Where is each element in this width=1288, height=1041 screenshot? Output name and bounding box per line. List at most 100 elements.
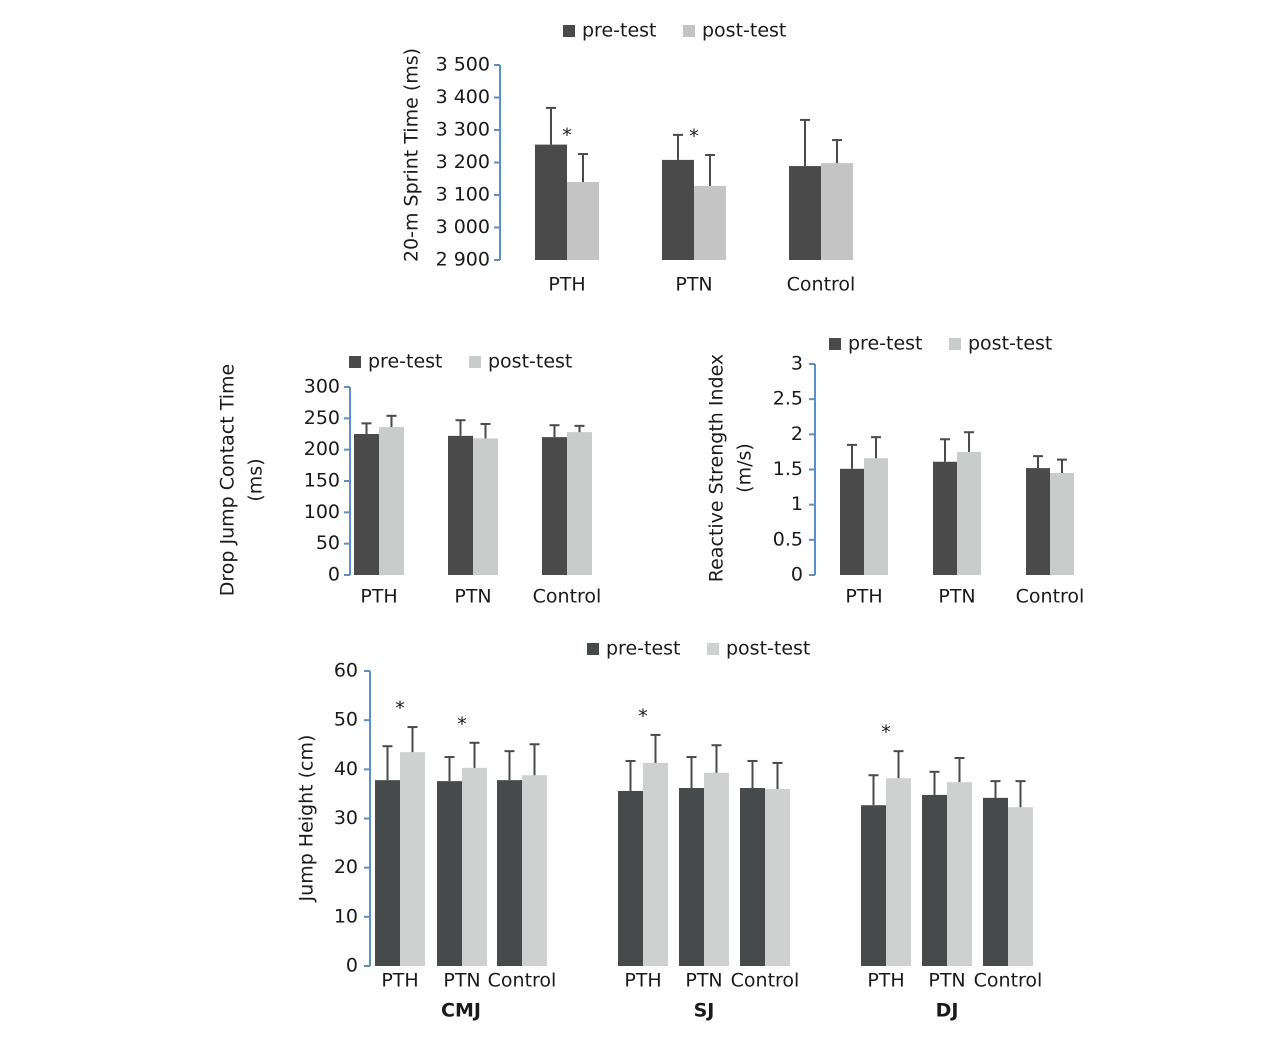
bar (462, 767, 487, 966)
y-tick-label: 150 (304, 470, 340, 492)
legend-label: pre-test (582, 20, 657, 42)
x-tick-label: Control (974, 970, 1043, 992)
bar (840, 468, 864, 575)
x-tick-label: PTH (381, 970, 418, 992)
y-tick-label: 0 (328, 564, 340, 586)
annotation: * (395, 698, 405, 720)
bar (542, 437, 567, 575)
x-tick-label: PTH (548, 274, 585, 296)
y-axis-label: 20-m Sprint Time (ms) (401, 48, 423, 262)
bar (473, 438, 498, 575)
x-tick-label: PTN (928, 970, 965, 992)
annotation: * (562, 125, 572, 147)
y-tick-label: 2 900 (436, 249, 490, 271)
bar (1008, 807, 1033, 966)
y-axis-label: (ms) (245, 458, 267, 501)
bar (861, 805, 886, 966)
y-axis-label: (m/s) (734, 443, 756, 493)
y-tick-label: 100 (304, 501, 340, 523)
group-label: DJ (936, 1000, 959, 1022)
y-tick-label: 3 000 (436, 216, 490, 238)
bar (933, 461, 957, 575)
bar (379, 427, 404, 575)
legend-label: post-test (488, 351, 572, 373)
bar (535, 144, 567, 260)
x-tick-label: PTN (454, 586, 491, 608)
annotation: * (881, 722, 891, 744)
annotation: * (457, 713, 467, 735)
y-tick-label: 60 (334, 660, 358, 682)
bar (1026, 468, 1050, 575)
bar (957, 451, 981, 575)
y-axis-label: Reactive Strength Index (706, 354, 728, 582)
y-tick-label: 3 400 (436, 86, 490, 108)
bar (886, 778, 911, 966)
bar (922, 794, 947, 966)
legend-swatch (563, 25, 575, 37)
y-tick-label: 10 (334, 905, 358, 927)
x-tick-label: PTN (938, 586, 975, 608)
bar (662, 159, 694, 260)
y-axis-label: Drop Jump Contact Time (217, 364, 239, 596)
legend-swatch (587, 643, 599, 655)
y-tick-label: 3 300 (436, 119, 490, 141)
bar (947, 782, 972, 966)
bar (789, 166, 821, 260)
y-tick-label: 300 (304, 376, 340, 398)
x-tick-label: PTH (867, 970, 904, 992)
y-tick-label: 20 (334, 856, 358, 878)
y-tick-label: 3 (791, 353, 803, 375)
x-tick-label: PTH (624, 970, 661, 992)
y-tick-label: 3 100 (436, 184, 490, 206)
annotation: * (638, 705, 648, 727)
x-tick-label: PTH (360, 586, 397, 608)
legend-swatch (707, 643, 719, 655)
legend-swatch (469, 356, 481, 368)
legend-label: post-test (726, 638, 810, 660)
y-tick-label: 200 (304, 438, 340, 460)
y-tick-label: 1 (791, 493, 803, 515)
legend-label: pre-test (606, 638, 681, 660)
legend-label: pre-test (848, 333, 923, 355)
y-tick-label: 0 (791, 564, 803, 586)
y-tick-label: 250 (304, 407, 340, 429)
legend-swatch (349, 356, 361, 368)
bar (983, 797, 1008, 966)
bar (354, 434, 379, 575)
bar (643, 762, 668, 966)
y-tick-label: 3 500 (436, 54, 490, 76)
x-tick-label: PTN (443, 970, 480, 992)
legend-label: post-test (968, 333, 1052, 355)
bar (400, 752, 425, 966)
bar (448, 435, 473, 575)
y-tick-label: 2 (791, 423, 803, 445)
bar (437, 781, 462, 966)
y-tick-label: 40 (334, 758, 358, 780)
y-tick-label: 2.5 (773, 388, 803, 410)
y-tick-label: 0.5 (773, 528, 803, 550)
y-tick-label: 1.5 (773, 458, 803, 480)
bar (522, 775, 547, 966)
x-tick-label: Control (1016, 586, 1085, 608)
y-tick-label: 50 (316, 532, 340, 554)
group-label: CMJ (441, 1000, 481, 1022)
bar (694, 185, 726, 260)
legend-swatch (949, 338, 961, 350)
x-tick-label: PTH (845, 586, 882, 608)
x-tick-label: PTN (685, 970, 722, 992)
bar (497, 780, 522, 966)
y-tick-label: 3 200 (436, 151, 490, 173)
y-axis-label: Jump Height (cm) (296, 735, 318, 903)
bar (679, 788, 704, 966)
legend-swatch (829, 338, 841, 350)
bar (567, 182, 599, 260)
bar (864, 458, 888, 575)
x-tick-label: PTN (675, 274, 712, 296)
group-label: SJ (694, 1000, 715, 1022)
y-tick-label: 50 (334, 709, 358, 731)
bar (821, 163, 853, 260)
bar (765, 789, 790, 966)
legend-swatch (683, 25, 695, 37)
annotation: * (689, 126, 699, 148)
